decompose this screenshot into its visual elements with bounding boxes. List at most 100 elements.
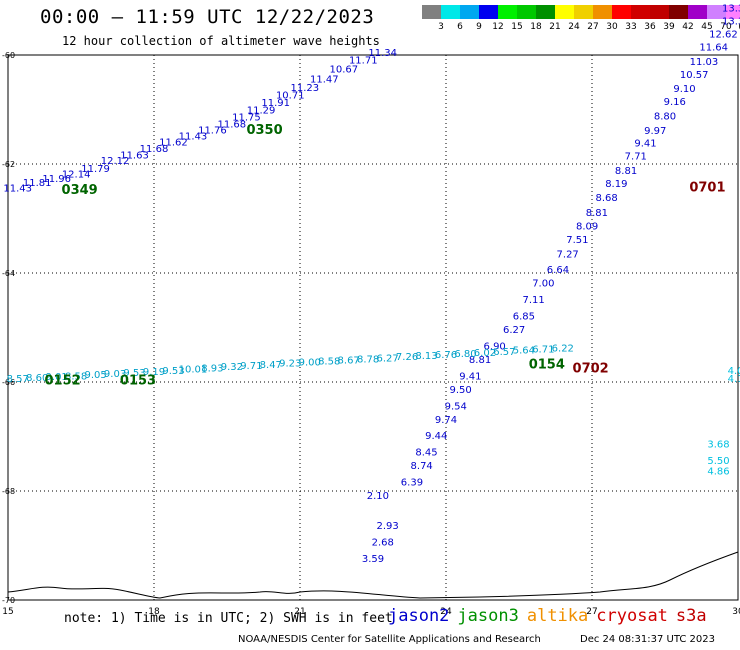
generation-timestamp: Dec 24 08:31:37 UTC 2023 [580,634,715,645]
satellite-legend-item: jason3 [457,606,519,626]
swh-value: 7.51 [566,235,588,246]
swh-value: 6.90 [484,341,506,352]
color-scale-label: 12 [492,22,504,32]
swh-value: 11.96 [42,174,71,185]
color-scale-label: 33 [625,22,637,32]
satellite-legend: jason2 jason3 altika cryosat s3a [388,606,715,626]
swh-value: 11.63 [120,151,149,162]
pass-time-label: 0350 [246,123,282,138]
pass-time-label: 0702 [573,362,609,377]
color-swatch [517,5,536,19]
color-swatch [479,5,498,19]
swh-value: 11.68 [140,144,169,155]
swh-value: 12.14 [62,170,91,181]
swh-value: 6.76 [435,350,457,361]
swh-value: 9.16 [664,97,686,108]
swh-value: 9.74 [435,415,457,426]
color-scale-label: 70 [720,22,732,32]
swh-value: 8.57 [7,374,29,385]
swh-value: 6.80 [454,349,476,360]
color-scale-label: 9 [476,22,482,32]
satellite-legend-item: altika [526,606,589,626]
swh-value: 5.64 [513,346,535,357]
lon-tick-label: 27 [586,607,597,617]
lon-tick-label: 24 [440,607,452,617]
swh-value: 8.60 [26,373,48,384]
coastline-path [7,551,739,599]
swh-value: 9.44 [425,431,447,442]
swh-value: 7.11 [522,295,544,306]
swh-value: 9.19 [143,367,165,378]
swh-value: 9.53 [123,368,145,379]
color-scale-label: 27 [587,22,599,32]
pass-time-label: 0152 [45,374,81,389]
color-swatch [593,5,612,19]
color-swatch [498,5,517,19]
swh-value: 11.43 [179,131,208,142]
swh-value: 8.74 [411,461,433,472]
swh-value: 8.78 [357,354,379,365]
swh-value: 2.68 [372,538,394,549]
lon-tick-label: 21 [294,607,305,617]
swh-value: 12.12 [101,156,130,167]
swh-value: 4.86 [707,467,729,478]
swh-value: 9.71 [240,361,262,372]
swh-value: 11.71 [349,56,378,67]
swh-value: 9.23 [279,359,301,370]
pass-time-label: 0153 [120,374,156,389]
swh-value: 9.53 [162,366,184,377]
swh-value: 13.3 [722,16,740,27]
swh-value: 11.43 [3,183,32,194]
swh-value: 11.81 [23,178,52,189]
swh-value: 6.27 [376,353,398,364]
color-scale-label: 24 [568,22,580,32]
swh-value: 8.81 [469,355,491,366]
swh-value: 8.93 [201,364,223,375]
footer-note: note: 1) Time is in UTC; 2) SWH is in fe… [64,611,393,626]
lon-tick-label: 15 [2,607,13,617]
color-scale-label: 36 [644,22,656,32]
swh-value: 8.45 [415,448,437,459]
swh-value: 8.81 [615,166,637,177]
swh-value: 9.01 [46,372,68,383]
swh-value: 9.10 [673,84,695,95]
swh-value: 7.00 [532,279,554,290]
color-swatch [669,5,688,19]
swh-value: 6.57 [493,347,515,358]
swh-value: 6.39 [401,478,423,489]
swh-value: 9.97 [644,126,666,137]
swh-value: 6.71 [532,345,554,356]
credit-line: NOAA/NESDIS Center for Satellite Applica… [238,634,541,645]
color-swatch [688,5,707,19]
axis-labels: 15 18 21 24 27 30 -60 -62 -64 -66 -68 -70 [2,51,740,617]
swh-value: 6.02 [474,348,496,359]
swh-observations: 11.4311.8111.9612.1411.7912.1211.6311.68… [3,3,740,564]
swh-value: 11.03 [690,57,719,68]
map-frame [7,54,739,601]
swh-value: 10.01 [179,365,208,376]
swh-value: 11.75 [232,112,261,123]
swh-value: 6.64 [547,265,569,276]
swh-value: 2.93 [376,521,398,532]
swh-value: 8.47 [260,360,282,371]
color-scale-label: 39 [663,22,675,32]
lat-tick-label: -70 [2,596,15,605]
swh-value: 11.47 [310,74,339,85]
satellite-legend-item: cryosat [596,606,668,626]
swh-value: 6.27 [503,325,525,336]
color-scale-label: 45 [701,22,713,32]
satellite-legend-item: s3a [675,606,707,626]
swh-value: 9.50 [449,385,471,396]
lat-tick-label: -64 [2,269,15,278]
grid-lines [7,54,739,601]
pass-time-label: 0154 [529,357,565,372]
swh-value: 6.85 [513,311,535,322]
color-swatch [460,5,479,19]
swh-value: 8.80 [654,111,676,122]
swh-value: 8.81 [586,208,608,219]
map-subtitle: 12 hour collection of altimeter wave hei… [62,34,380,48]
swh-value: 9.05 [84,370,106,381]
color-swatch [574,5,593,19]
pass-time-label: 0701 [689,180,725,195]
